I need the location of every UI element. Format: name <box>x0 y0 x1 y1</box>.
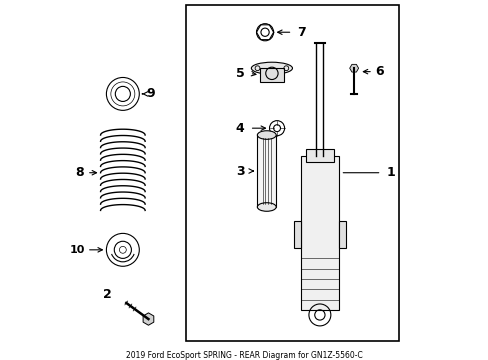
Bar <box>186 5 398 341</box>
Text: 2: 2 <box>103 288 112 301</box>
Ellipse shape <box>251 62 292 74</box>
Bar <box>294 221 301 248</box>
Text: 6: 6 <box>375 65 383 78</box>
Text: 3: 3 <box>235 165 244 177</box>
Text: 1: 1 <box>386 166 395 179</box>
Text: 4: 4 <box>235 122 244 135</box>
Bar <box>260 68 284 82</box>
Text: 7: 7 <box>297 26 306 39</box>
Text: 5: 5 <box>235 67 244 80</box>
Ellipse shape <box>257 203 276 211</box>
Polygon shape <box>143 313 154 325</box>
Text: 2019 Ford EcoSport SPRING - REAR Diagram for GN1Z-5560-C: 2019 Ford EcoSport SPRING - REAR Diagram… <box>126 351 362 360</box>
Ellipse shape <box>257 131 276 139</box>
Bar <box>301 156 338 310</box>
Polygon shape <box>349 64 358 72</box>
Text: 9: 9 <box>146 87 155 100</box>
Bar <box>257 135 276 207</box>
Text: 8: 8 <box>75 166 83 179</box>
Bar <box>305 149 333 162</box>
Bar <box>338 221 345 248</box>
Text: 10: 10 <box>70 245 85 255</box>
